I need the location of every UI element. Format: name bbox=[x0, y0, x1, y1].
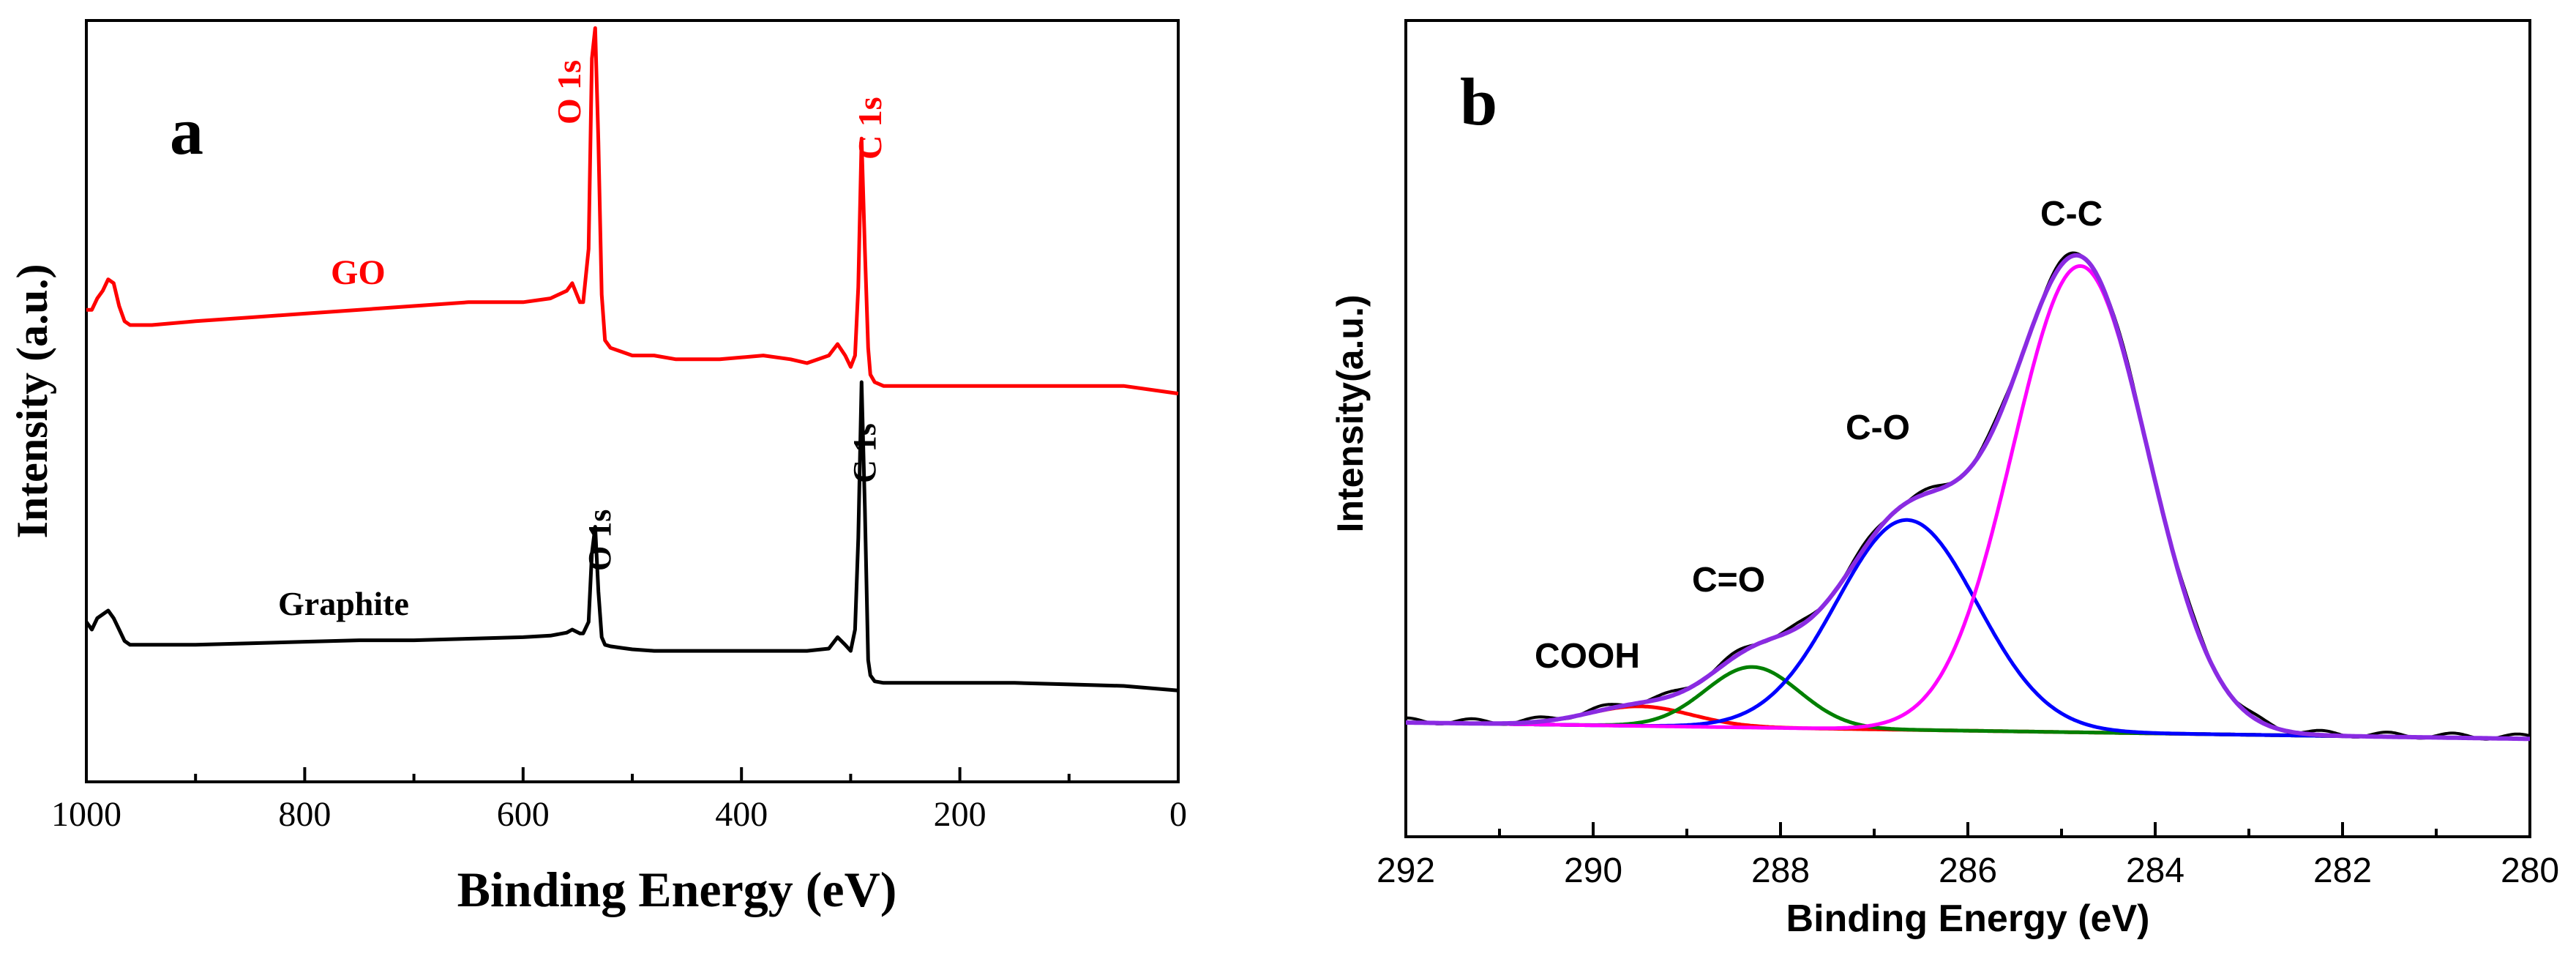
panel-b-x-tick-label: 282 bbox=[2313, 851, 2372, 890]
panel-a-x-tick-label: 800 bbox=[278, 795, 331, 834]
c-double-o-annotation: C=O bbox=[1692, 561, 1765, 600]
panel-b: 292 290 288 286 284 282 280 b COOH C=O C-O C-C… bbox=[1330, 19, 2559, 940]
graphite-o1s-peak-label: O 1s bbox=[582, 510, 618, 571]
c-o-annotation: C-O bbox=[1846, 408, 1910, 447]
panel-a-label: a bbox=[170, 94, 203, 168]
component-cooh-line bbox=[1406, 704, 2530, 741]
panel-b-x-axis-label: Binding Energy (eV) bbox=[1786, 898, 2150, 940]
fitted-envelope-line bbox=[1405, 253, 2531, 742]
panel-b-y-axis-label: Intensity(a.u.) bbox=[1330, 294, 1371, 532]
panel-a-plot-frame bbox=[85, 19, 1180, 783]
series-graphite-line bbox=[84, 380, 1179, 693]
panel-a: 1000 800 600 400 200 0 a GO Graphite O 1s C 1… bbox=[8, 19, 1187, 917]
graphite-series-label: Graphite bbox=[278, 585, 409, 622]
graphite-c1s-peak-label: C 1s bbox=[847, 423, 883, 483]
panel-b-x-tick-label: 284 bbox=[2126, 851, 2184, 890]
panel-a-x-tick-label: 1000 bbox=[51, 795, 121, 834]
cooh-annotation: COOH bbox=[1535, 637, 1640, 676]
component-c-o-line bbox=[1406, 518, 2530, 741]
panel-b-x-ticks: 292 290 288 286 284 282 280 bbox=[1377, 822, 2559, 890]
component-c-o-line bbox=[1406, 665, 2530, 741]
panel-b-x-tick-label: 290 bbox=[1564, 851, 1622, 890]
panel-b-x-tick-label: 292 bbox=[1377, 851, 1435, 890]
panel-a-curves bbox=[84, 26, 1179, 693]
panel-a-x-tick-label: 600 bbox=[497, 795, 550, 834]
go-c1s-peak-label: C 1s bbox=[851, 97, 888, 160]
go-o1s-peak-label: O 1s bbox=[550, 60, 588, 124]
panel-b-x-tick-label: 288 bbox=[1751, 851, 1810, 890]
series-go-line bbox=[86, 26, 1179, 396]
c-c-annotation: C-C bbox=[2040, 195, 2103, 234]
panel-a-x-tick-label: 0 bbox=[1169, 795, 1187, 834]
go-series-label: GO bbox=[331, 253, 386, 292]
panel-b-label: b bbox=[1460, 64, 1497, 139]
panel-b-x-tick-label: 286 bbox=[1939, 851, 1997, 890]
panel-b-x-tick-label: 280 bbox=[2501, 851, 2559, 890]
panel-a-x-tick-label: 200 bbox=[934, 795, 986, 834]
panel-a-x-tick-label: 400 bbox=[715, 795, 768, 834]
panel-b-curves bbox=[1405, 251, 2531, 742]
panel-a-y-axis-label: Intensity (a.u.) bbox=[8, 264, 56, 538]
panel-a-x-axis-label: Binding Energy (eV) bbox=[457, 862, 897, 917]
panel-a-x-ticks: 1000 800 600 400 200 0 bbox=[51, 767, 1187, 834]
